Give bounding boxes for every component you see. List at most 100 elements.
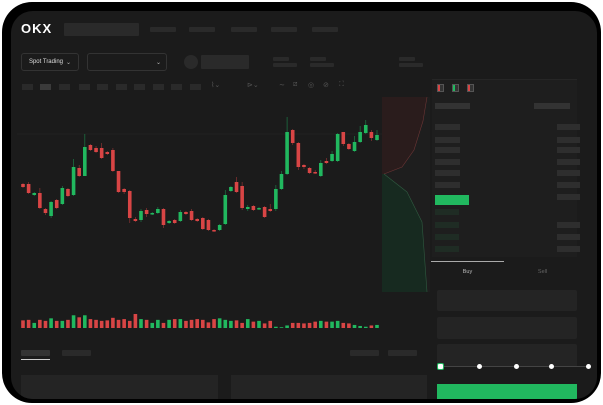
candle[interactable] [285,132,289,174]
candle[interactable] [49,202,53,216]
candle[interactable] [245,207,250,209]
settings-icon[interactable]: ⊘ [323,82,329,89]
candle[interactable] [161,209,166,225]
tab-sell[interactable]: Sell [537,269,548,275]
candle[interactable] [307,168,312,173]
timeframe-button[interactable] [97,84,108,90]
candle[interactable] [54,200,59,208]
candle[interactable] [279,174,284,189]
tab-history[interactable] [62,350,91,356]
candle[interactable] [38,193,42,208]
ruler-icon[interactable]: ⧄ [293,81,298,88]
candle[interactable] [122,189,126,192]
candle[interactable] [363,125,368,133]
nav-item[interactable] [271,27,297,32]
candle[interactable] [234,182,239,192]
slider-step-25[interactable] [477,364,482,369]
timeframe-button[interactable] [134,84,145,90]
candle[interactable] [83,147,87,176]
orderbook-sell-icon[interactable] [467,84,474,92]
timeframe-button[interactable] [171,84,182,90]
candle[interactable] [223,195,228,224]
timeframe-button[interactable] [190,84,201,90]
price-input[interactable] [437,290,577,311]
candle[interactable] [319,163,323,176]
fullscreen-icon[interactable]: ⛶ [339,81,344,88]
slider-handle[interactable] [437,363,444,370]
candle[interactable] [105,152,110,154]
candle[interactable] [172,220,177,223]
candle[interactable] [156,209,160,213]
candle[interactable] [66,189,70,196]
candle[interactable] [77,168,81,176]
last-price-highlight[interactable] [435,195,469,205]
buy-button[interactable] [437,384,577,399]
candle[interactable] [352,142,357,151]
candle[interactable] [88,145,93,150]
candle[interactable] [302,165,306,167]
candle[interactable] [341,132,346,144]
candle[interactable] [229,187,233,191]
slider-step-75[interactable] [549,364,554,369]
candle[interactable] [330,154,334,161]
amount-input[interactable] [437,317,577,339]
tab-buy[interactable]: Buy [462,269,473,275]
candle[interactable] [268,209,273,211]
slider-step-100[interactable] [586,364,591,369]
candle[interactable] [217,225,222,230]
candle[interactable] [133,219,138,221]
candle[interactable] [127,191,132,218]
candle[interactable] [189,211,194,220]
candle[interactable] [94,148,98,152]
trend-icon[interactable]: ∼ [279,82,285,89]
nav-item[interactable] [150,27,176,32]
pair-selector[interactable]: ⌄ [87,53,167,71]
market-selector[interactable]: Spot Trading ⌄ [21,53,79,71]
candle[interactable] [240,186,244,208]
candle[interactable] [184,212,188,214]
candle[interactable] [99,148,104,158]
candle[interactable] [144,210,149,214]
candle[interactable] [251,206,256,210]
candle[interactable] [167,221,171,223]
candle[interactable] [313,172,317,174]
candle[interactable] [290,130,295,143]
timeframe-button[interactable] [153,84,164,90]
candle[interactable] [150,213,155,215]
candle[interactable] [43,209,48,213]
candle[interactable] [296,143,301,167]
search-bar[interactable] [64,23,139,36]
candlestick-chart[interactable] [11,11,597,399]
candle[interactable] [195,219,199,221]
candle[interactable] [21,184,25,187]
draw-line-icon[interactable]: ⊳⌄ [247,82,259,89]
filter-button[interactable] [350,350,379,356]
candle[interactable] [26,184,31,193]
candle[interactable] [212,230,216,232]
camera-icon[interactable]: ◎ [308,82,315,89]
candle[interactable] [335,134,340,161]
candle[interactable] [178,212,183,221]
candle[interactable] [347,144,351,149]
candle[interactable] [116,171,121,192]
indicator-icon[interactable]: ⌇⌄ [211,82,221,89]
okx-logo[interactable]: OKX [21,21,53,36]
candle[interactable] [262,207,267,217]
candle[interactable] [257,208,261,210]
timeframe-button[interactable] [40,84,51,90]
nav-item[interactable] [312,27,338,32]
candle[interactable] [201,218,205,229]
slider-step-50[interactable] [514,364,519,369]
nav-item[interactable] [231,27,257,32]
candle[interactable] [358,132,362,142]
candle[interactable] [375,135,379,140]
candle[interactable] [274,189,278,209]
timeframe-button[interactable] [116,84,127,90]
timeframe-button[interactable] [22,84,33,90]
candle[interactable] [139,211,143,220]
candle[interactable] [324,161,329,163]
candle[interactable] [71,167,76,195]
candle[interactable] [206,220,211,230]
timeframe-button[interactable] [79,84,90,90]
candle[interactable] [32,193,37,195]
